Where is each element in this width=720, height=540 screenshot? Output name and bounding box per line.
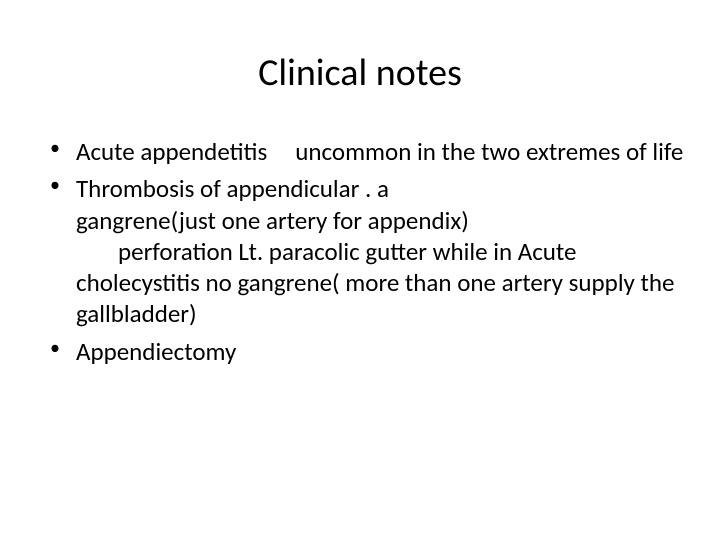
bullet-text: Thrombosis of appendicular . a [76,173,389,204]
list-item: Acute appendetitis uncommon in the two ex… [50,136,690,167]
slide-title: Clinical notes [30,50,690,96]
list-item: Appendiectomy [50,336,690,367]
bullet-text: gangrene(just one artery for appendix) [76,205,469,236]
bullet-text: uncommon in the two extremes of life [295,136,683,167]
bullet-text: Appendiectomy [76,336,236,367]
bullet-text: perforation Lt. paracolic gutter while i… [76,236,674,330]
bullet-text: Acute appendetitis [76,136,267,167]
list-item: Thrombosis of appendicular . a gangrene(… [50,173,690,329]
bullet-list: Acute appendetitis uncommon in the two ex… [50,136,690,367]
slide: Clinical notes Acute appendetitis uncommo… [0,0,720,540]
